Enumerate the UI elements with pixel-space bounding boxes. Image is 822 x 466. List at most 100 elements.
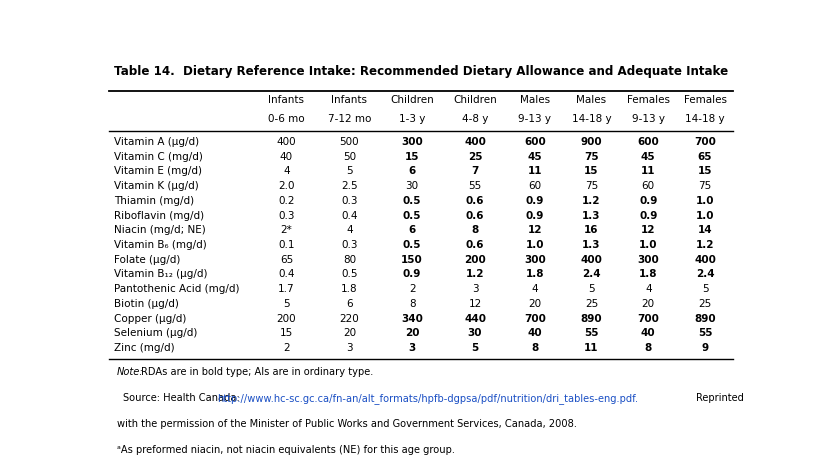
Text: Infants: Infants: [331, 96, 367, 105]
Text: 6: 6: [409, 166, 416, 177]
Text: 1.3: 1.3: [582, 211, 601, 220]
Text: 3: 3: [346, 343, 353, 353]
Text: 1.0: 1.0: [639, 240, 658, 250]
Text: 0.2: 0.2: [278, 196, 295, 206]
Text: 2.4: 2.4: [582, 269, 601, 280]
Text: 8: 8: [471, 225, 478, 235]
Text: 220: 220: [339, 314, 359, 323]
Text: 15: 15: [405, 152, 419, 162]
Text: ᵃAs preformed niacin, not niacin equivalents (NE) for this age group.: ᵃAs preformed niacin, not niacin equival…: [117, 445, 455, 455]
Text: 150: 150: [401, 255, 423, 265]
Text: 1.0: 1.0: [695, 196, 714, 206]
Text: Males: Males: [520, 96, 550, 105]
Text: 14-18 y: 14-18 y: [686, 114, 725, 124]
Text: 0-6 mo: 0-6 mo: [268, 114, 305, 124]
Text: 4: 4: [532, 284, 538, 294]
Text: 4-8 y: 4-8 y: [462, 114, 488, 124]
Text: 65: 65: [279, 255, 293, 265]
Text: 1.8: 1.8: [639, 269, 658, 280]
Text: 30: 30: [405, 181, 418, 191]
Text: 2.4: 2.4: [695, 269, 714, 280]
Text: 1.8: 1.8: [341, 284, 358, 294]
Text: 2: 2: [283, 343, 290, 353]
Text: 5: 5: [589, 284, 595, 294]
Text: 1.8: 1.8: [525, 269, 544, 280]
Text: 5: 5: [346, 166, 353, 177]
Text: 0.5: 0.5: [403, 196, 422, 206]
Text: 30: 30: [468, 328, 483, 338]
Text: RDAs are in bold type; AIs are in ordinary type.: RDAs are in bold type; AIs are in ordina…: [141, 367, 373, 377]
Text: 0.6: 0.6: [466, 211, 484, 220]
Text: 600: 600: [524, 137, 546, 147]
Text: 1.2: 1.2: [582, 196, 601, 206]
Text: 2: 2: [409, 284, 415, 294]
Text: 0.9: 0.9: [403, 269, 422, 280]
Text: 55: 55: [584, 328, 598, 338]
Text: Children: Children: [453, 96, 496, 105]
Text: 11: 11: [528, 166, 542, 177]
Text: 340: 340: [401, 314, 423, 323]
Text: 55: 55: [698, 328, 713, 338]
Text: 40: 40: [528, 328, 543, 338]
Text: 890: 890: [581, 314, 603, 323]
Text: 0.3: 0.3: [278, 211, 295, 220]
Text: 1.2: 1.2: [466, 269, 484, 280]
Text: 2.0: 2.0: [278, 181, 295, 191]
Text: Vitamin C (mg/d): Vitamin C (mg/d): [114, 152, 203, 162]
Text: 45: 45: [641, 152, 656, 162]
Text: Zinc (mg/d): Zinc (mg/d): [114, 343, 175, 353]
Text: with the permission of the Minister of Public Works and Government Services, Can: with the permission of the Minister of P…: [117, 419, 577, 429]
Text: 60: 60: [642, 181, 655, 191]
Text: Thiamin (mg/d): Thiamin (mg/d): [114, 196, 194, 206]
Text: 20: 20: [642, 299, 655, 309]
Text: Reprinted: Reprinted: [696, 393, 745, 403]
Text: 15: 15: [698, 166, 713, 177]
Text: 0.9: 0.9: [640, 211, 658, 220]
Text: Note:: Note:: [117, 367, 144, 377]
Text: Niacin (mg/d; NE): Niacin (mg/d; NE): [114, 225, 206, 235]
Text: 300: 300: [401, 137, 423, 147]
Text: 200: 200: [464, 255, 486, 265]
Text: 200: 200: [277, 314, 296, 323]
Text: 0.9: 0.9: [640, 196, 658, 206]
Text: 9-13 y: 9-13 y: [519, 114, 552, 124]
Text: 15: 15: [279, 328, 293, 338]
Text: 4: 4: [346, 225, 353, 235]
Text: 55: 55: [469, 181, 482, 191]
Text: 0.6: 0.6: [466, 240, 484, 250]
Text: Vitamin K (μg/d): Vitamin K (μg/d): [114, 181, 199, 191]
Text: 14: 14: [698, 225, 713, 235]
Text: 75: 75: [585, 181, 598, 191]
Text: 11: 11: [584, 343, 598, 353]
Text: 1.0: 1.0: [525, 240, 544, 250]
Text: Riboflavin (mg/d): Riboflavin (mg/d): [114, 211, 205, 220]
Text: 3: 3: [472, 284, 478, 294]
Text: 8: 8: [644, 343, 652, 353]
Text: 5: 5: [283, 299, 290, 309]
Text: 2*: 2*: [280, 225, 293, 235]
Text: 8: 8: [409, 299, 415, 309]
Text: Source: Health Canada:: Source: Health Canada:: [123, 393, 243, 403]
Text: 3: 3: [409, 343, 416, 353]
Text: 50: 50: [343, 152, 356, 162]
Text: 400: 400: [580, 255, 603, 265]
Text: Infants: Infants: [269, 96, 304, 105]
Text: 6: 6: [409, 225, 416, 235]
Text: 11: 11: [641, 166, 656, 177]
Text: Vitamin E (mg/d): Vitamin E (mg/d): [114, 166, 202, 177]
Text: 0.5: 0.5: [341, 269, 358, 280]
Text: 9-13 y: 9-13 y: [632, 114, 665, 124]
Text: Table 14.  Dietary Reference Intake: Recommended Dietary Allowance and Adequate : Table 14. Dietary Reference Intake: Reco…: [114, 65, 728, 78]
Text: 1-3 y: 1-3 y: [399, 114, 425, 124]
Text: Females: Females: [684, 96, 727, 105]
Text: Selenium (μg/d): Selenium (μg/d): [114, 328, 197, 338]
Text: 300: 300: [637, 255, 659, 265]
Text: 65: 65: [698, 152, 713, 162]
Text: 0.1: 0.1: [278, 240, 295, 250]
Text: 45: 45: [528, 152, 543, 162]
Text: 40: 40: [641, 328, 656, 338]
Text: 20: 20: [343, 328, 356, 338]
Text: 0.3: 0.3: [341, 196, 358, 206]
Text: 75: 75: [699, 181, 712, 191]
Text: 9: 9: [701, 343, 709, 353]
